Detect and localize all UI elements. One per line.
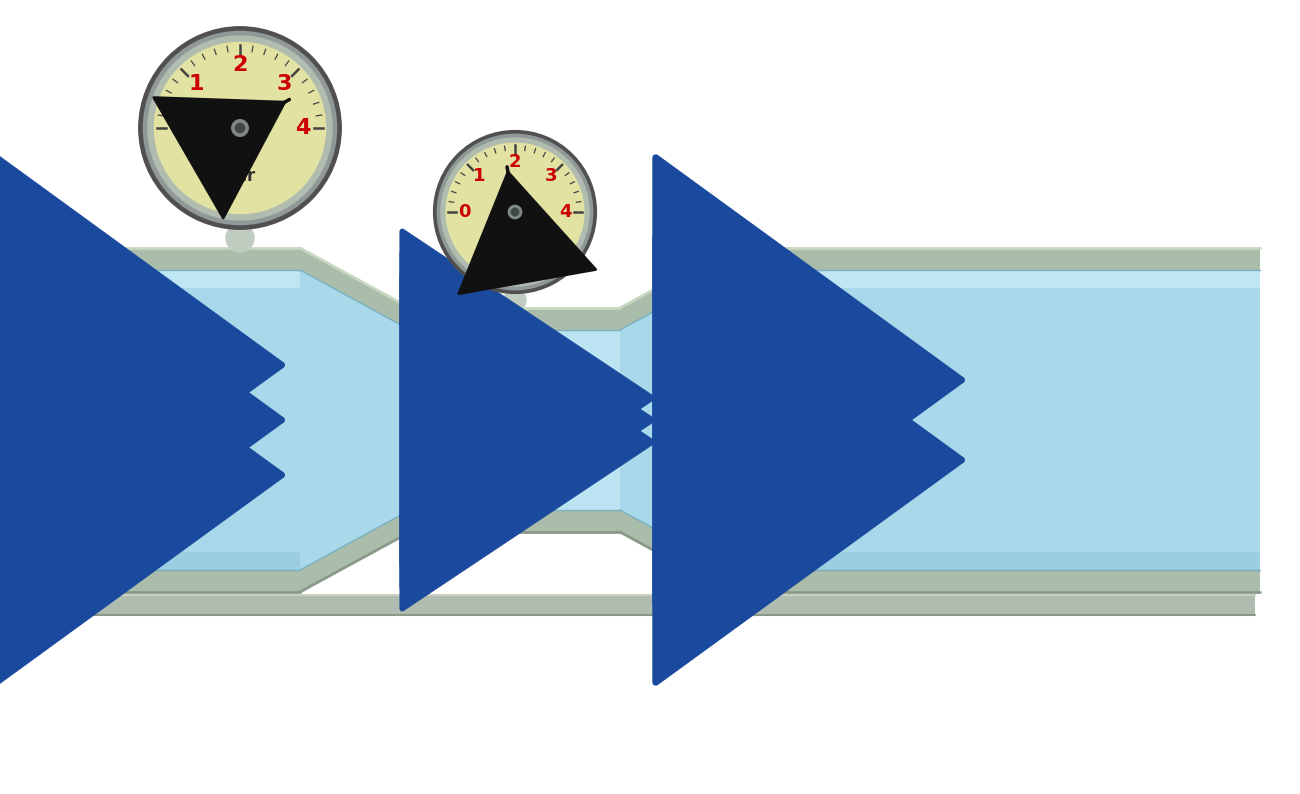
Polygon shape	[300, 510, 410, 592]
Polygon shape	[40, 552, 300, 570]
Polygon shape	[410, 308, 620, 330]
Text: psi: psi	[506, 233, 524, 247]
Text: 4: 4	[559, 203, 572, 221]
Text: 4: 4	[295, 118, 311, 138]
Circle shape	[226, 224, 254, 252]
Circle shape	[148, 36, 332, 220]
Polygon shape	[731, 570, 1260, 592]
Polygon shape	[40, 248, 300, 270]
Circle shape	[231, 120, 248, 137]
Circle shape	[434, 130, 597, 294]
Text: 3: 3	[277, 74, 292, 94]
Text: 0: 0	[169, 118, 186, 138]
Polygon shape	[40, 570, 300, 592]
Polygon shape	[731, 552, 1260, 570]
Circle shape	[508, 206, 521, 218]
Circle shape	[143, 32, 337, 225]
Polygon shape	[40, 270, 300, 288]
Text: 1: 1	[473, 168, 486, 186]
Text: 2: 2	[508, 152, 521, 171]
Circle shape	[155, 42, 325, 214]
Polygon shape	[620, 510, 731, 592]
Circle shape	[446, 143, 584, 281]
Circle shape	[504, 289, 526, 311]
Text: 2: 2	[233, 56, 248, 75]
Text: bar: bar	[502, 244, 528, 257]
Circle shape	[441, 138, 589, 286]
Text: 3: 3	[545, 168, 556, 186]
Polygon shape	[731, 248, 1260, 270]
Polygon shape	[620, 248, 731, 330]
Circle shape	[235, 123, 244, 133]
Circle shape	[511, 208, 519, 216]
Polygon shape	[300, 248, 410, 330]
Polygon shape	[510, 294, 520, 308]
Polygon shape	[410, 330, 620, 510]
Polygon shape	[731, 270, 1260, 288]
Circle shape	[139, 27, 341, 229]
Circle shape	[437, 134, 593, 290]
Polygon shape	[40, 270, 1260, 570]
Text: 0: 0	[459, 203, 471, 221]
Polygon shape	[410, 510, 620, 532]
Text: bar: bar	[225, 167, 256, 185]
Polygon shape	[731, 258, 1260, 270]
Polygon shape	[40, 258, 300, 270]
Text: psi: psi	[229, 156, 251, 171]
Polygon shape	[233, 229, 247, 248]
Polygon shape	[46, 595, 1254, 615]
Text: 1: 1	[188, 74, 204, 94]
